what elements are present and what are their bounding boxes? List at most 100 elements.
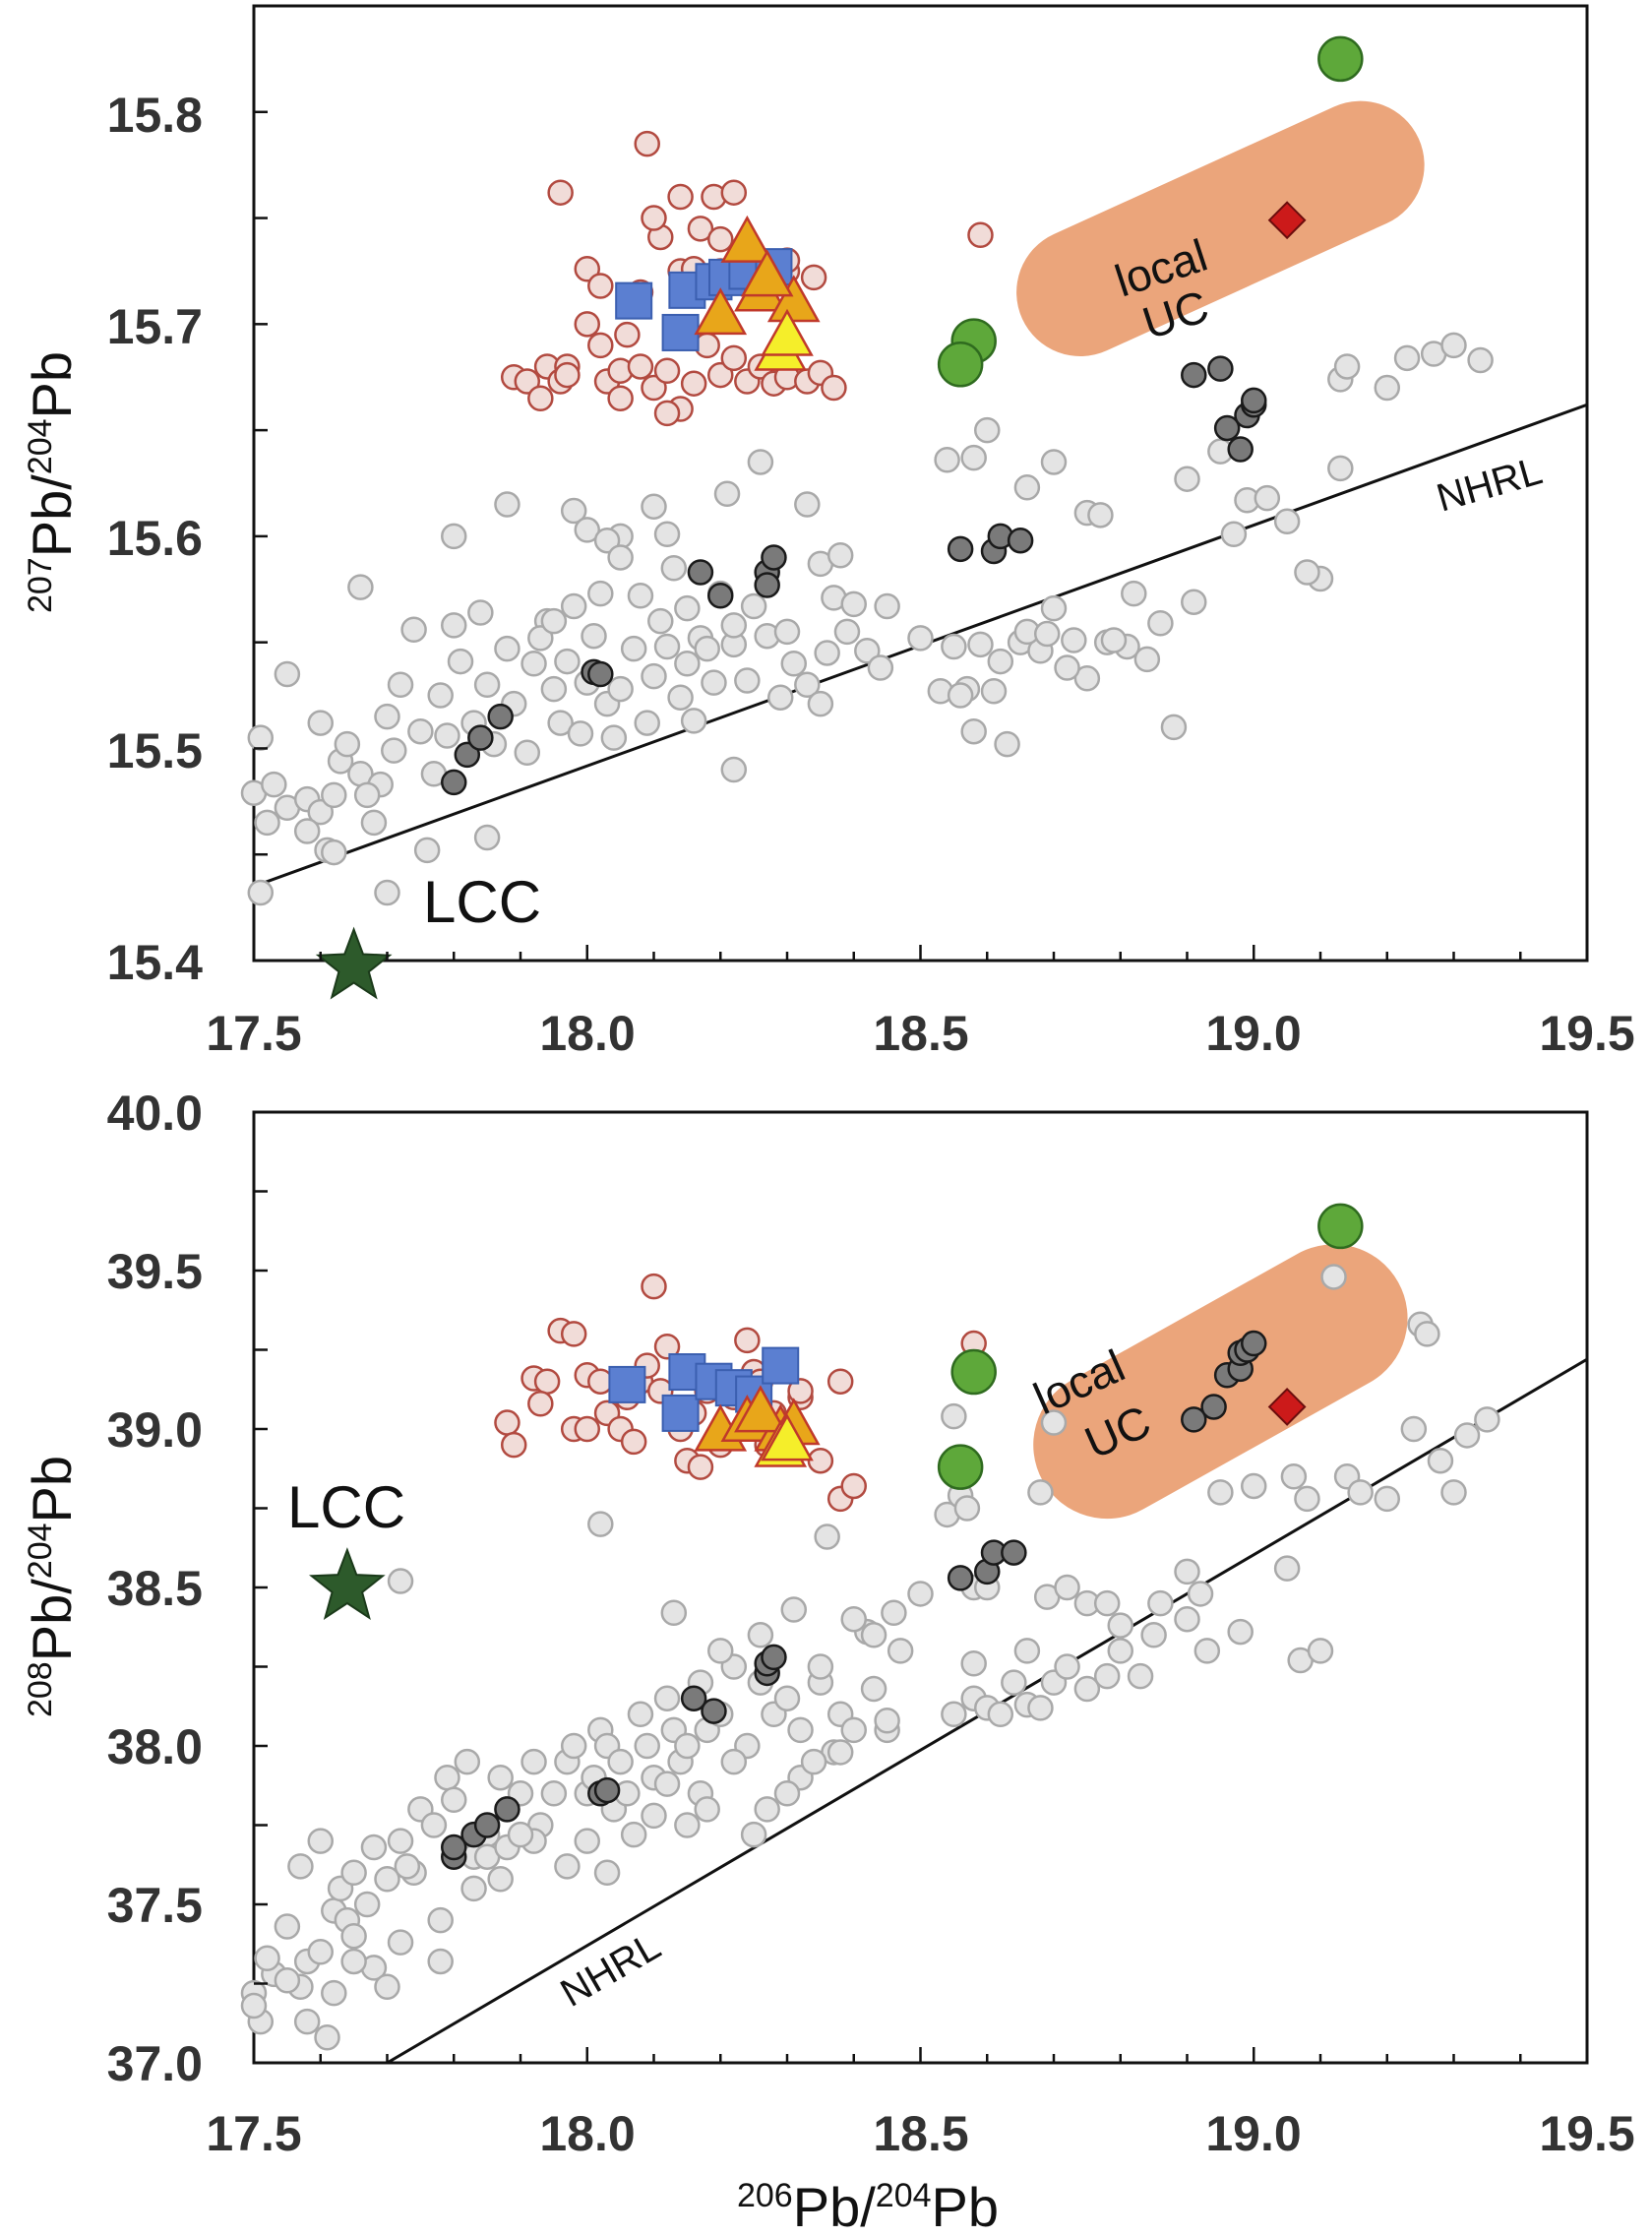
bottom-point-circle-gray	[1207, 1479, 1234, 1506]
top-point-circle-gray	[720, 612, 748, 639]
bottom-point-circle-gray	[754, 1796, 780, 1823]
bottom-point-circle-gray	[1073, 1675, 1101, 1703]
top-point-circle-gray	[1013, 474, 1041, 501]
bottom-point-circle-gray	[1140, 1622, 1167, 1648]
top-point-triangle-orange	[740, 249, 794, 297]
bottom-point-circle-gray	[487, 1865, 514, 1893]
top-point-circle-gray	[1033, 620, 1061, 648]
top-point-circle-gray	[441, 523, 467, 550]
bottom-y-tick-39.5: 39.5	[107, 1244, 203, 1299]
top-point-circle-gray	[713, 480, 741, 508]
top-point-circle-dark	[454, 741, 481, 769]
bottom-point-circle-dark	[701, 1698, 727, 1724]
top-point-circle-gray	[720, 756, 748, 783]
top-point-circle-green	[1317, 35, 1364, 83]
bottom-point-circle-gray	[387, 1929, 414, 1956]
bottom-point-circle-dark	[947, 1565, 974, 1591]
top-y-tick-15.6: 15.6	[107, 511, 203, 566]
bottom-point-circle-gray	[574, 1828, 600, 1854]
bottom-point-circle-dark	[1001, 1539, 1027, 1566]
top-point-circle-gray	[567, 720, 594, 747]
bottom-point-circle-gray	[387, 1568, 414, 1594]
top-data-points	[240, 35, 1494, 906]
top-point-circle-gray	[540, 675, 568, 703]
top-point-circle-gray	[427, 682, 454, 709]
bottom-point-circle-gray	[960, 1650, 987, 1677]
top-point-circle-red	[720, 344, 748, 372]
top-point-circle-red	[527, 385, 554, 412]
bottom-point-circle-dark	[1241, 1330, 1267, 1357]
bottom-point-circle-gray	[653, 1771, 681, 1797]
bottom-point-circle-gray	[1013, 1638, 1041, 1664]
top-y-tick-15.8: 15.8	[107, 88, 203, 143]
top-point-circle-gray	[434, 722, 460, 749]
top-point-circle-red	[680, 370, 707, 397]
top-point-circle-gray	[334, 730, 361, 758]
top-point-circle-gray	[554, 648, 581, 675]
top-point-circle-gray	[653, 633, 681, 660]
bottom-point-circle-gray	[1193, 1638, 1221, 1664]
top-point-circle-red	[707, 361, 734, 389]
top-panel: LCC local UC NHRL 15.8 15.7 15.6 15.5 15…	[21, 4, 1635, 1061]
bottom-point-circle-gray	[314, 2023, 340, 2051]
top-point-circle-red	[800, 264, 827, 291]
bottom-point-circle-gray	[394, 1853, 421, 1880]
top-point-circle-red	[687, 216, 714, 242]
top-lcc-star-icon	[315, 926, 393, 1000]
top-point-circle-gray	[854, 638, 881, 664]
bottom-point-circle-gray	[321, 1979, 347, 2007]
bottom-point-diamond-red	[1267, 1388, 1307, 1426]
bottom-point-circle-gray	[240, 1992, 268, 2020]
bottom-point-circle-gray	[1347, 1479, 1374, 1506]
top-point-circle-red	[667, 183, 694, 211]
top-point-circle-gray	[1273, 508, 1301, 535]
bottom-point-circle-gray	[1307, 1638, 1334, 1664]
top-point-circle-red	[614, 321, 641, 348]
top-point-circle-dark	[487, 703, 514, 730]
bottom-point-circle-red	[787, 1378, 814, 1404]
bottom-point-circle-gray	[353, 1891, 381, 1918]
top-point-circle-red	[587, 332, 614, 359]
top-point-circle-red	[574, 311, 600, 338]
top-point-circle-gray	[1121, 580, 1147, 607]
bottom-point-circle-gray	[1400, 1415, 1428, 1443]
bottom-point-circle-gray	[840, 1716, 867, 1744]
top-point-circle-gray	[347, 574, 374, 600]
bottom-point-circle-gray	[274, 1913, 301, 1940]
top-x-tick-17.5: 17.5	[206, 1006, 301, 1061]
bottom-point-circle-gray	[1174, 1605, 1200, 1633]
top-point-circle-gray	[254, 809, 280, 837]
bottom-point-circle-gray	[1374, 1485, 1400, 1513]
bottom-x-tick-19.0: 19.0	[1205, 2106, 1301, 2161]
bottom-point-circle-gray	[340, 1948, 367, 1975]
top-point-circle-gray	[494, 491, 520, 518]
bottom-point-circle-gray	[881, 1599, 907, 1627]
top-point-circle-gray	[647, 607, 674, 635]
bottom-point-circle-gray	[674, 1812, 701, 1838]
top-point-circle-gray	[374, 879, 400, 906]
bottom-lcc-label: LCC	[287, 1474, 405, 1540]
top-point-circle-gray	[747, 449, 774, 475]
bottom-point-circle-gray	[560, 1732, 587, 1760]
bottom-point-circle-gray	[720, 1748, 748, 1775]
bottom-point-circle-gray	[707, 1638, 734, 1664]
bottom-y-axis-title: 208Pb/204Pb	[21, 1456, 83, 1717]
top-point-circle-gray	[1181, 589, 1207, 615]
top-point-circle-gray	[467, 599, 494, 626]
top-point-circle-gray	[527, 625, 554, 652]
bottom-point-circle-gray	[907, 1581, 934, 1607]
bottom-y-tick-39.0: 39.0	[107, 1402, 203, 1458]
bottom-point-circle-gray	[1414, 1321, 1440, 1347]
top-point-circle-gray	[574, 517, 600, 543]
bottom-lcc-star-marker	[308, 1547, 386, 1620]
top-point-circle-gray	[407, 717, 434, 745]
top-point-circle-gray	[1374, 374, 1400, 402]
bottom-point-circle-gray	[800, 1748, 827, 1775]
top-point-circle-gray	[907, 625, 934, 652]
bottom-point-circle-gray	[941, 1402, 967, 1430]
bottom-point-circle-gray	[826, 1739, 854, 1766]
top-point-circle-gray	[247, 879, 275, 906]
bottom-y-tick-37.5: 37.5	[107, 1878, 203, 1933]
bottom-point-circle-green	[1317, 1203, 1364, 1250]
top-point-circle-gray	[374, 703, 400, 730]
